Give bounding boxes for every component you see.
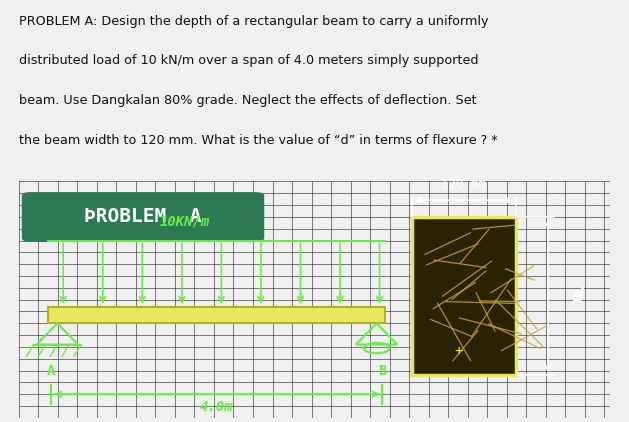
Text: the beam width to 120 mm. What is the value of “d” in terms of flexure ? *: the beam width to 120 mm. What is the va… <box>19 134 498 147</box>
Text: 4.0m: 4.0m <box>200 400 234 414</box>
Text: distributed load of 10 kN/m over a span of 4.0 meters simply supported: distributed load of 10 kN/m over a span … <box>19 54 478 68</box>
Text: A: A <box>47 363 55 378</box>
FancyBboxPatch shape <box>22 192 264 242</box>
Text: +: + <box>454 344 463 359</box>
Text: ÞROBLEM  A: ÞROBLEM A <box>84 207 202 227</box>
Text: PROBLEM A: Design the depth of a rectangular beam to carry a uniformly: PROBLEM A: Design the depth of a rectang… <box>19 14 488 27</box>
Text: d: d <box>572 287 584 306</box>
Bar <box>412 217 516 375</box>
Bar <box>48 307 386 323</box>
Text: 120 mm: 120 mm <box>442 178 486 191</box>
Text: beam. Use Dangkalan 80% grade. Neglect the effects of deflection. Set: beam. Use Dangkalan 80% grade. Neglect t… <box>19 95 476 107</box>
Text: B: B <box>378 363 387 378</box>
Text: 10KN/m: 10KN/m <box>159 215 209 229</box>
